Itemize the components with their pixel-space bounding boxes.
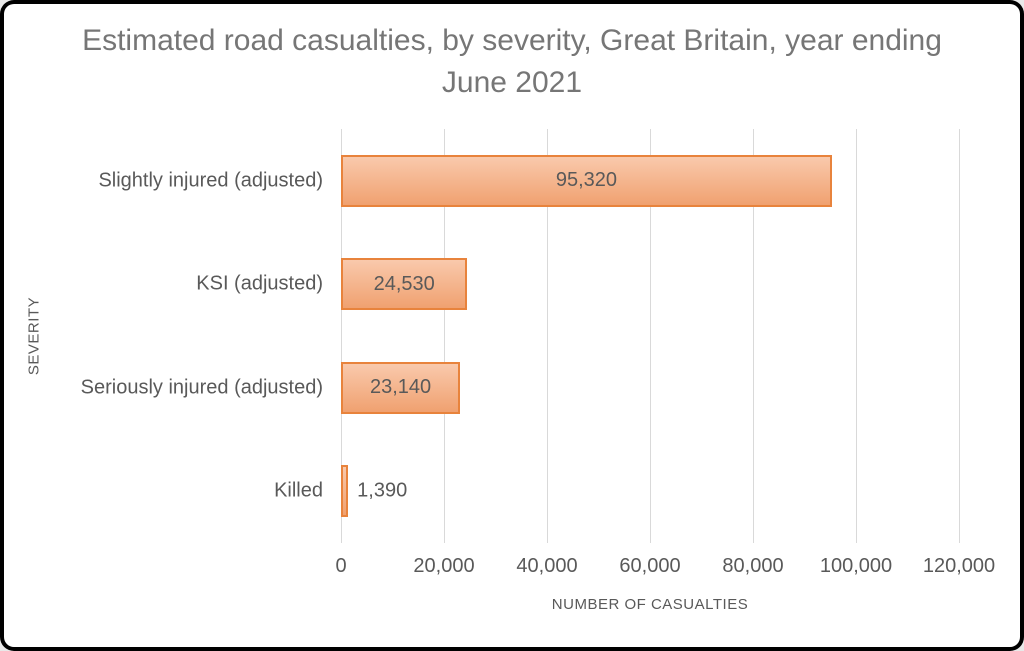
x-axis-title: NUMBER OF CASUALTIES [551,596,749,613]
bar-seriously-injured-adjusted: 23,140 [341,361,461,414]
gridline [341,129,342,543]
category-label: KSI (adjusted) [196,272,323,295]
x-tick-label: 80,000 [722,555,784,577]
x-axis-tick-labels: 0 20,000 40,000 60,000 80,000 100,000 120,000 [335,555,995,581]
gridline [959,129,960,543]
x-tick-label: 60,000 [619,555,681,577]
bar-slightly-injured-adjusted: 95,320 [341,154,832,207]
data-label: 24,530 [373,272,435,295]
plot-area: 95,320 24,530 23,140 1,390 [341,129,960,543]
gridline [650,129,651,543]
bar-killed [341,465,349,518]
data-label: 95,320 [555,169,618,192]
x-tick-label: 0 [335,555,347,577]
x-tick-label: 120,000 [922,555,996,577]
gridline [856,129,857,543]
chart-title: Estimated road casualties, by severity, … [82,24,942,99]
data-label: 23,140 [369,376,432,399]
x-tick-label: 100,000 [819,555,893,577]
gridline [753,129,754,543]
category-label: Seriously injured (adjusted) [80,376,323,399]
data-label: 1,390 [357,479,408,502]
gridline [444,129,445,543]
category-axis-labels: Slightly injured (adjusted) KSI (adjusted… [0,129,323,543]
category-label: Slightly injured (adjusted) [98,169,323,192]
category-label: Killed [274,479,323,502]
x-tick-label: 20,000 [413,555,475,577]
bar-ksi-adjusted: 24,530 [341,258,468,311]
x-tick-label: 40,000 [516,555,578,577]
gridline [547,129,548,543]
